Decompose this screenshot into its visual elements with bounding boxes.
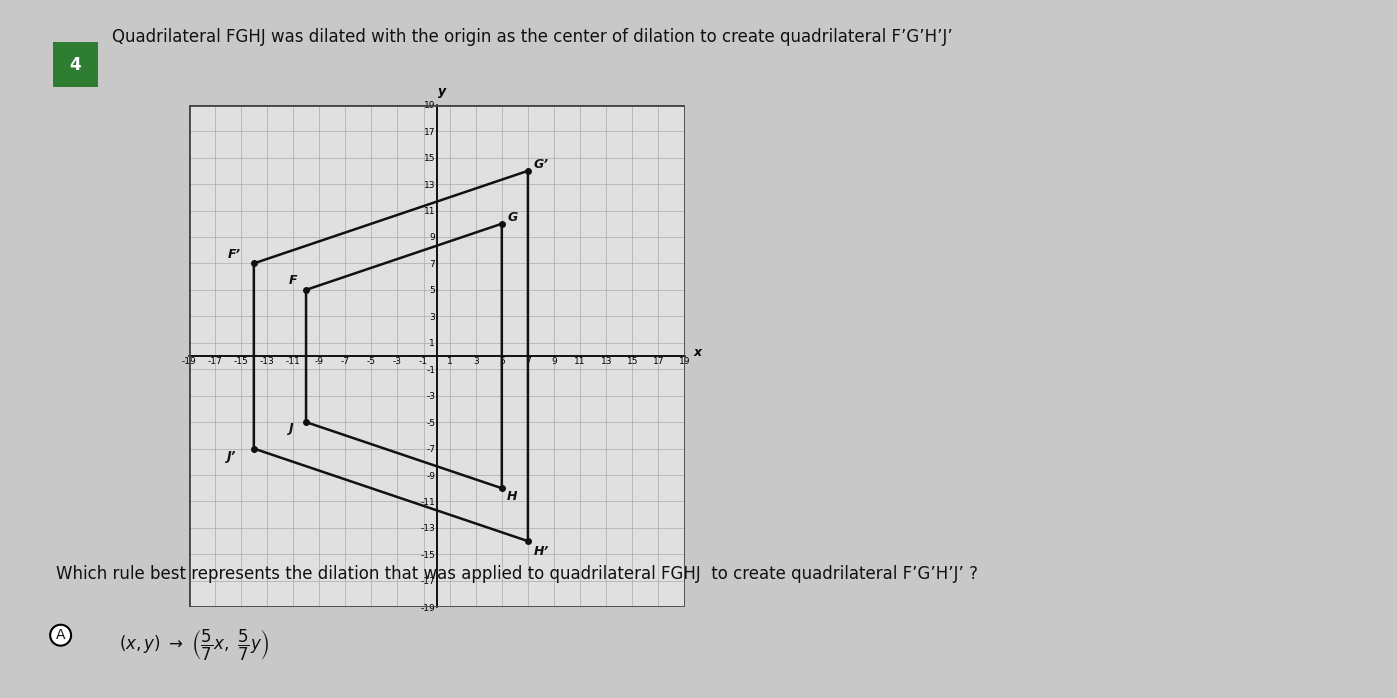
Text: H: H <box>507 490 517 503</box>
Text: G: G <box>507 211 517 223</box>
Text: Quadrilateral FGHJ was dilated with the origin as the center of dilation to crea: Quadrilateral FGHJ was dilated with the … <box>112 28 953 46</box>
Text: J: J <box>288 422 293 436</box>
Text: F’: F’ <box>228 248 240 260</box>
Text: H’: H’ <box>534 545 549 558</box>
Text: Which rule best represents the dilation that was applied to quadrilateral FGHJ  : Which rule best represents the dilation … <box>56 565 978 584</box>
Text: A: A <box>56 628 66 642</box>
Text: 4: 4 <box>70 56 81 73</box>
Text: G’: G’ <box>534 158 549 171</box>
Text: $(x, y)\ \rightarrow\ \left(\dfrac{5}{7}x,\ \dfrac{5}{7}y\right)$: $(x, y)\ \rightarrow\ \left(\dfrac{5}{7}… <box>119 628 270 663</box>
Text: F: F <box>289 274 298 287</box>
Text: J’: J’ <box>226 450 235 463</box>
Text: y: y <box>437 85 446 98</box>
Text: x: x <box>694 346 701 359</box>
